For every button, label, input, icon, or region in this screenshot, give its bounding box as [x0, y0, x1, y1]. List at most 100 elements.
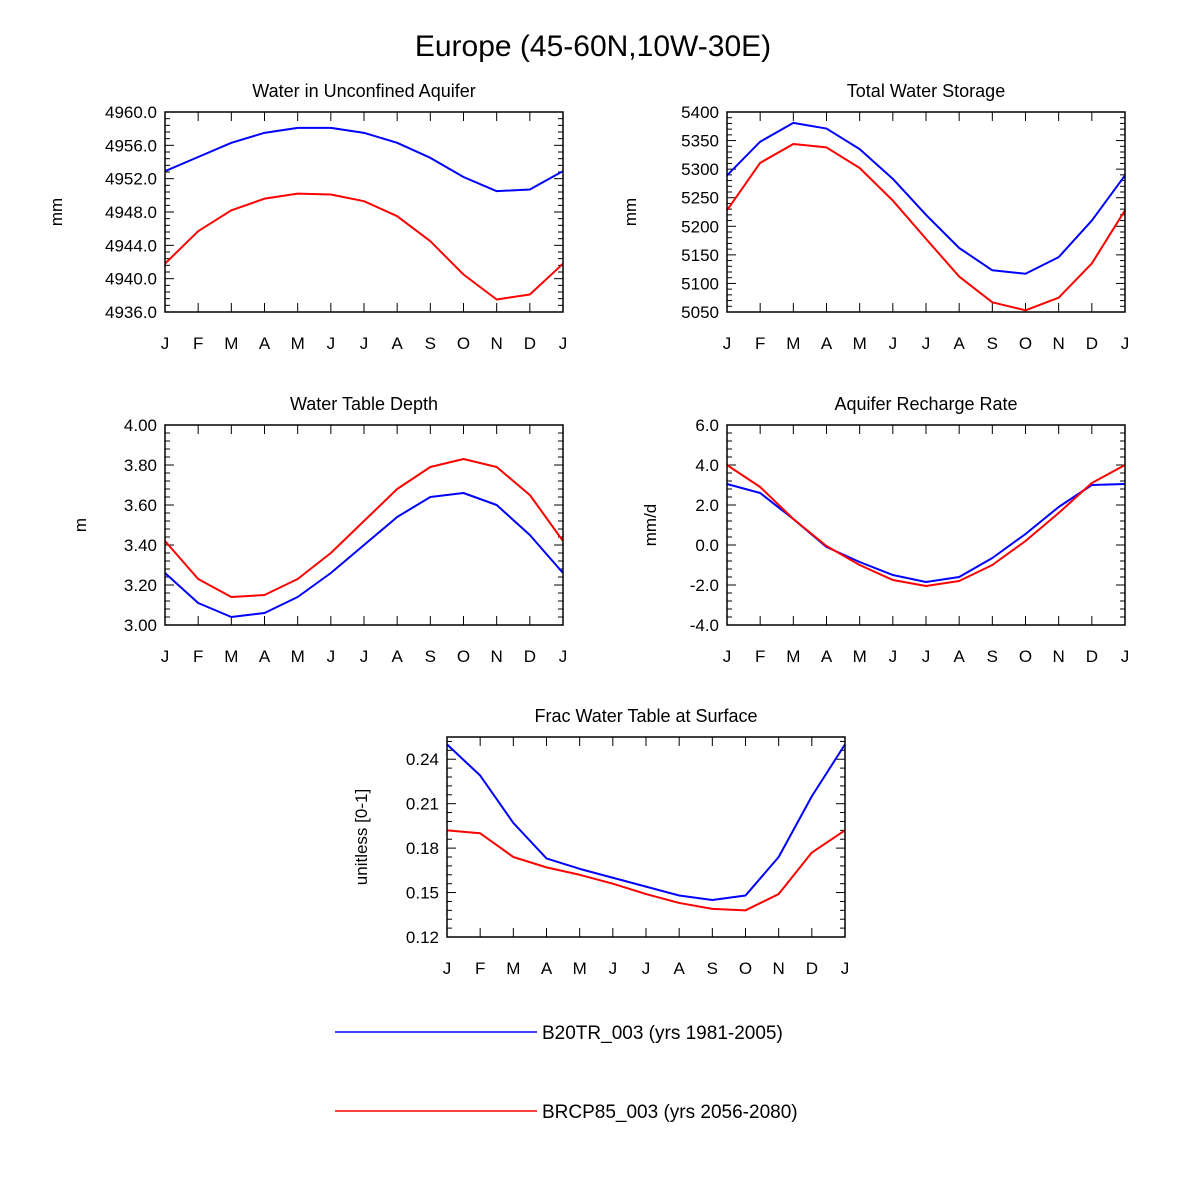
x-tick-label: M [786, 647, 800, 666]
x-tick-label: F [755, 647, 765, 666]
y-tick-label: 4940.0 [105, 270, 157, 289]
x-tick-label: M [224, 647, 238, 666]
x-tick-label: F [193, 647, 203, 666]
x-tick-label: A [953, 334, 965, 353]
x-tick-label: J [922, 647, 931, 666]
x-tick-label: J [841, 959, 850, 978]
x-tick-label: M [291, 334, 305, 353]
x-tick-label: A [821, 334, 833, 353]
panel-title: Frac Water Table at Surface [534, 706, 757, 726]
x-tick-label: A [541, 959, 553, 978]
x-tick-label: J [559, 334, 568, 353]
x-tick-label: J [161, 647, 170, 666]
x-tick-label: O [739, 959, 752, 978]
x-tick-label: J [723, 647, 732, 666]
x-tick-label: N [1053, 647, 1065, 666]
x-tick-label: J [559, 647, 568, 666]
series-line-b20tr [726, 483, 1126, 583]
y-tick-label: 5100 [681, 274, 719, 293]
x-tick-label: D [1086, 647, 1098, 666]
x-tick-label: J [609, 959, 618, 978]
x-tick-label: J [1121, 647, 1130, 666]
figure-title: Europe (45-60N,10W-30E) [415, 30, 771, 63]
x-tick-label: S [987, 334, 998, 353]
x-tick-label: J [723, 334, 732, 353]
plot-frame [164, 111, 564, 313]
y-tick-label: -4.0 [690, 616, 719, 635]
y-tick-label: -2.0 [690, 576, 719, 595]
y-tick-label: 5150 [681, 246, 719, 265]
y-tick-label: 4960.0 [105, 103, 157, 122]
x-tick-label: J [327, 647, 336, 666]
x-tick-label: M [291, 647, 305, 666]
x-tick-label: A [821, 647, 833, 666]
x-tick-label: F [193, 334, 203, 353]
y-axis-label: mm/d [641, 504, 660, 547]
x-tick-label: J [642, 959, 651, 978]
x-tick-label: F [475, 959, 485, 978]
y-tick-label: 4936.0 [105, 303, 157, 322]
x-tick-label: M [853, 647, 867, 666]
x-tick-label: A [391, 334, 403, 353]
plot-frame [726, 111, 1126, 313]
y-tick-label: 6.0 [695, 416, 719, 435]
x-tick-label: S [425, 334, 436, 353]
series-line-brcp85 [446, 829, 846, 912]
x-tick-label: M [786, 334, 800, 353]
y-axis-label: unitless [0-1] [352, 789, 371, 885]
x-tick-label: O [1019, 334, 1032, 353]
series-line-brcp85 [726, 143, 1126, 312]
x-tick-label: D [524, 647, 536, 666]
x-tick-label: M [506, 959, 520, 978]
y-tick-label: 5200 [681, 217, 719, 236]
legend-label-b20tr: B20TR_003 (yrs 1981-2005) [542, 1023, 783, 1044]
y-axis-label: mm [621, 198, 640, 226]
panel-title: Water Table Depth [290, 394, 438, 414]
y-tick-label: 5050 [681, 303, 719, 322]
legend-entry-brcp85: BRCP85_003 (yrs 2056-2080) [335, 1102, 798, 1123]
x-tick-label: M [573, 959, 587, 978]
panel-title: Total Water Storage [847, 81, 1005, 101]
legend-entry-b20tr: B20TR_003 (yrs 1981-2005) [335, 1023, 783, 1044]
y-tick-label: 4948.0 [105, 203, 157, 222]
x-tick-label: A [953, 647, 965, 666]
y-axis-label: m [71, 518, 90, 532]
series-line-brcp85 [164, 192, 564, 301]
x-tick-label: J [360, 334, 369, 353]
y-tick-label: 0.0 [695, 536, 719, 555]
y-tick-label: 0.18 [406, 839, 439, 858]
x-tick-label: O [457, 647, 470, 666]
series-line-brcp85 [164, 458, 564, 598]
series-line-b20tr [164, 492, 564, 618]
x-tick-label: J [1121, 334, 1130, 353]
series-line-b20tr [726, 121, 1126, 275]
x-tick-label: J [889, 647, 898, 666]
plot-frame [446, 736, 846, 938]
y-tick-label: 4944.0 [105, 236, 157, 255]
y-tick-label: 4956.0 [105, 136, 157, 155]
y-tick-label: 0.21 [406, 795, 439, 814]
series-line-b20tr [164, 126, 564, 193]
x-tick-label: D [524, 334, 536, 353]
panel-title: Aquifer Recharge Rate [834, 394, 1017, 414]
y-tick-label: 2.0 [695, 496, 719, 515]
panel-water-table-depth: Water Table Depth m 3.00 3.20 3.40 3.60 3.80 4.… [71, 394, 567, 666]
y-tick-label: 3.20 [124, 576, 157, 595]
y-tick-label: 3.60 [124, 496, 157, 515]
y-tick-label: 4952.0 [105, 170, 157, 189]
x-tick-label: J [360, 647, 369, 666]
x-tick-label: J [327, 334, 336, 353]
panel-title: Water in Unconfined Aquifer [252, 81, 475, 101]
legend: B20TR_003 (yrs 1981-2005) BRCP85_003 (yr… [335, 1023, 798, 1123]
x-tick-label: J [161, 334, 170, 353]
y-tick-label: 5400 [681, 103, 719, 122]
y-tick-label: 3.80 [124, 456, 157, 475]
x-tick-label: S [425, 647, 436, 666]
series-line-b20tr [446, 743, 846, 901]
y-tick-label: 5250 [681, 189, 719, 208]
x-tick-label: A [391, 647, 403, 666]
x-tick-label: J [922, 334, 931, 353]
x-tick-label: J [443, 959, 452, 978]
y-tick-label: 3.40 [124, 536, 157, 555]
series-line-brcp85 [726, 464, 1126, 587]
